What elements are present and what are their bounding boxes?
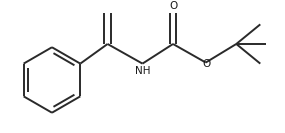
Text: O: O [203, 59, 211, 69]
Text: NH: NH [135, 66, 151, 76]
Text: O: O [169, 1, 177, 11]
